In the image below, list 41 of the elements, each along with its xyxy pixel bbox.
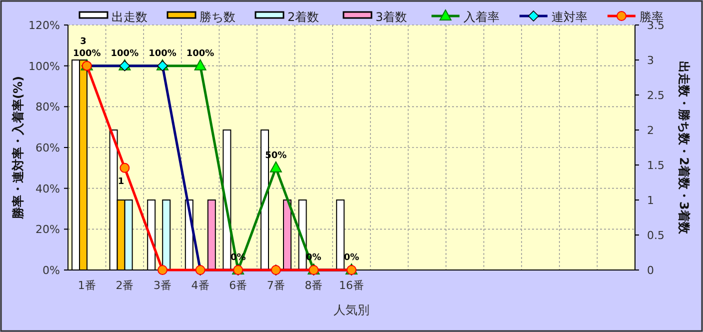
x-tick-label: 4番 bbox=[191, 279, 210, 292]
legend-label: 入着率 bbox=[464, 10, 500, 24]
x-tick-label: 3番 bbox=[154, 279, 172, 292]
y-tick-label: 80% bbox=[36, 100, 60, 114]
x-tick-label: 8番 bbox=[304, 279, 323, 292]
data-label: 100% bbox=[72, 48, 101, 59]
x-axis-title: 人気別 bbox=[334, 303, 370, 317]
data-label: 1 bbox=[118, 177, 124, 187]
y-tick-label: 100% bbox=[28, 60, 60, 73]
data-label: 100% bbox=[110, 48, 139, 59]
y-tick-label: 120% bbox=[28, 19, 60, 32]
data-label: 100% bbox=[186, 48, 214, 59]
y2-tick-label: 2 bbox=[647, 124, 654, 137]
legend-label: 出走数 bbox=[112, 10, 148, 24]
y2-tick-label: 0.5 bbox=[647, 229, 664, 242]
y-tick-label: 0% bbox=[42, 264, 60, 277]
y-axis-title: 勝率・連対率・入着率(%) bbox=[11, 76, 25, 220]
y-tick-label: 40% bbox=[36, 182, 60, 196]
data-label: 0% bbox=[344, 253, 360, 263]
legend-label: 勝ち数 bbox=[200, 10, 236, 24]
bar bbox=[336, 200, 345, 270]
y2-tick-label: 3 bbox=[647, 54, 654, 67]
data-label: 3 bbox=[80, 37, 86, 47]
legend-label: 2着数 bbox=[288, 10, 320, 24]
y2-axis-title: 出走数・勝ち数・2着数・3着数 bbox=[677, 61, 691, 235]
x-tick-label: 1番 bbox=[78, 279, 96, 292]
data-label: 100% bbox=[148, 48, 176, 59]
legend-label: 3着数 bbox=[376, 10, 408, 24]
x-tick-label: 7番 bbox=[266, 279, 285, 292]
bar bbox=[207, 200, 216, 270]
bar bbox=[283, 200, 292, 270]
legend-label: 連対率 bbox=[552, 10, 588, 24]
y-tick-label: 60% bbox=[36, 142, 60, 154]
x-tick-label: 6番 bbox=[229, 279, 248, 292]
y2-tick-label: 0 bbox=[647, 264, 654, 277]
y2-tick-label: 1.5 bbox=[647, 159, 664, 172]
y2-tick-label: 1 bbox=[647, 194, 654, 207]
y-tick-label: 20% bbox=[36, 223, 60, 236]
y2-tick-label: 2.5 bbox=[647, 89, 664, 102]
x-tick-label: 16番 bbox=[339, 279, 364, 292]
x-tick-label: 2番 bbox=[116, 279, 134, 292]
